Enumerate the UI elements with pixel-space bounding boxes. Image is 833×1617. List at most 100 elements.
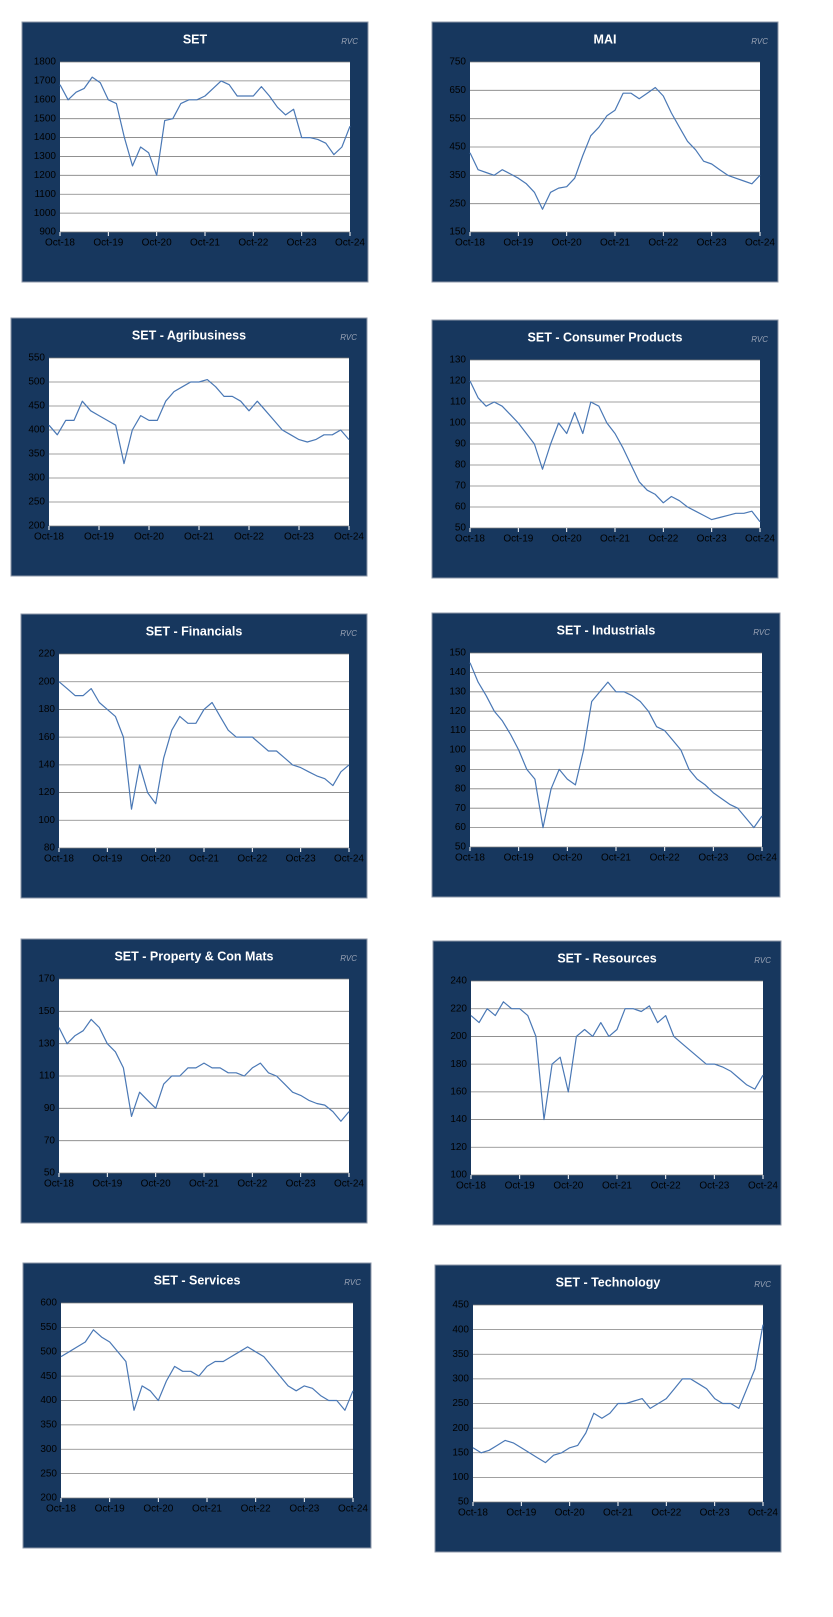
y-tick-label: 160 [450, 1086, 467, 1097]
y-tick-label: 300 [28, 473, 45, 484]
y-tick-label: 170 [38, 974, 55, 985]
x-tick-label: Oct-18 [44, 854, 74, 865]
y-tick-label: 150 [38, 1006, 55, 1017]
y-tick-label: 400 [28, 425, 45, 436]
x-tick-label: Oct-21 [602, 1181, 632, 1192]
y-tick-label: 300 [452, 1374, 469, 1385]
series-line [470, 1001, 764, 1121]
watermark: RVC [754, 956, 771, 965]
x-tick-label: Oct-20 [141, 854, 171, 865]
chart-title: SET [183, 32, 208, 46]
y-tick-label: 1800 [34, 57, 57, 68]
x-tick-label: Oct-18 [456, 1181, 486, 1192]
x-tick-label: Oct-22 [241, 1504, 271, 1515]
y-tick-label: 400 [452, 1324, 469, 1335]
y-tick-label: 450 [28, 401, 45, 412]
y-tick-label: 1400 [34, 132, 57, 143]
y-tick-label: 350 [40, 1420, 57, 1431]
x-tick-label: Oct-18 [34, 532, 64, 543]
x-tick-label: Oct-20 [141, 1179, 171, 1190]
y-tick-label: 150 [449, 227, 466, 238]
x-tick-label: Oct-23 [697, 534, 727, 545]
y-tick-label: 350 [28, 449, 45, 460]
watermark: RVC [754, 1280, 771, 1289]
watermark: RVC [751, 37, 768, 46]
x-tick-label: Oct-21 [601, 853, 631, 864]
y-tick-label: 200 [40, 1493, 57, 1504]
y-tick-label: 180 [450, 1059, 467, 1070]
y-tick-label: 90 [455, 764, 467, 775]
y-tick-label: 100 [449, 418, 466, 429]
plot-area [60, 62, 350, 232]
y-tick-label: 100 [449, 745, 466, 756]
y-tick-label: 110 [450, 397, 466, 408]
x-tick-label: Oct-22 [650, 853, 680, 864]
x-tick-label: Oct-20 [134, 532, 164, 543]
x-tick-label: Oct-19 [504, 853, 534, 864]
x-tick-label: Oct-18 [45, 238, 75, 249]
series-line [58, 1018, 350, 1122]
y-tick-label: 130 [449, 355, 466, 366]
y-tick-label: 1700 [34, 76, 57, 87]
y-tick-label: 750 [449, 57, 466, 68]
series-line [58, 681, 350, 810]
x-tick-label: Oct-21 [184, 532, 214, 543]
series-line [59, 76, 351, 176]
y-tick-label: 130 [449, 686, 466, 697]
y-tick-label: 1000 [34, 208, 57, 219]
y-tick-label: 450 [449, 142, 466, 153]
x-tick-label: Oct-18 [455, 853, 485, 864]
watermark: RVC [340, 333, 357, 342]
x-tick-label: Oct-19 [506, 1508, 536, 1519]
x-tick-label: Oct-18 [455, 534, 485, 545]
x-tick-label: Oct-24 [338, 1504, 368, 1515]
y-tick-label: 450 [40, 1371, 57, 1382]
x-tick-label: Oct-20 [143, 1504, 173, 1515]
y-tick-label: 550 [40, 1322, 57, 1333]
y-tick-label: 150 [452, 1447, 469, 1458]
x-tick-label: Oct-21 [600, 238, 630, 249]
x-tick-label: Oct-23 [697, 238, 727, 249]
x-tick-label: Oct-19 [84, 532, 114, 543]
x-tick-label: Oct-19 [503, 534, 533, 545]
y-tick-label: 60 [455, 502, 467, 513]
y-tick-label: 90 [44, 1103, 56, 1114]
y-tick-label: 1500 [34, 113, 57, 124]
x-tick-label: Oct-20 [552, 534, 582, 545]
y-tick-label: 1600 [34, 94, 57, 105]
y-tick-label: 300 [40, 1444, 57, 1455]
x-tick-label: Oct-22 [651, 1181, 681, 1192]
x-tick-label: Oct-23 [287, 238, 317, 249]
x-tick-label: Oct-22 [238, 238, 268, 249]
series-line [60, 1329, 354, 1411]
x-tick-label: Oct-24 [745, 238, 775, 249]
x-tick-label: Oct-24 [748, 1508, 778, 1519]
y-tick-label: 900 [39, 227, 56, 238]
y-tick-label: 200 [38, 676, 55, 687]
x-tick-label: Oct-19 [93, 238, 123, 249]
y-tick-label: 500 [40, 1346, 57, 1357]
x-tick-label: Oct-19 [92, 854, 122, 865]
x-tick-label: Oct-22 [651, 1508, 681, 1519]
y-tick-label: 400 [40, 1395, 57, 1406]
y-tick-label: 50 [455, 842, 467, 853]
x-tick-label: Oct-24 [748, 1181, 778, 1192]
x-tick-label: Oct-23 [286, 854, 316, 865]
y-tick-label: 140 [449, 667, 466, 678]
watermark: RVC [340, 629, 357, 638]
x-tick-label: Oct-21 [600, 534, 630, 545]
series-line [472, 1324, 764, 1464]
y-tick-label: 150 [449, 648, 466, 659]
x-tick-label: Oct-19 [92, 1179, 122, 1190]
y-tick-label: 160 [38, 732, 55, 743]
y-tick-label: 90 [455, 439, 467, 450]
chart-title: SET - Financials [146, 624, 243, 638]
x-tick-label: Oct-20 [552, 238, 582, 249]
x-tick-label: Oct-22 [648, 238, 678, 249]
y-tick-label: 70 [44, 1135, 56, 1146]
chart-title: SET - Property & Con Mats [114, 949, 273, 963]
x-tick-label: Oct-23 [284, 532, 314, 543]
y-tick-label: 550 [28, 353, 45, 364]
y-tick-label: 120 [449, 376, 466, 387]
